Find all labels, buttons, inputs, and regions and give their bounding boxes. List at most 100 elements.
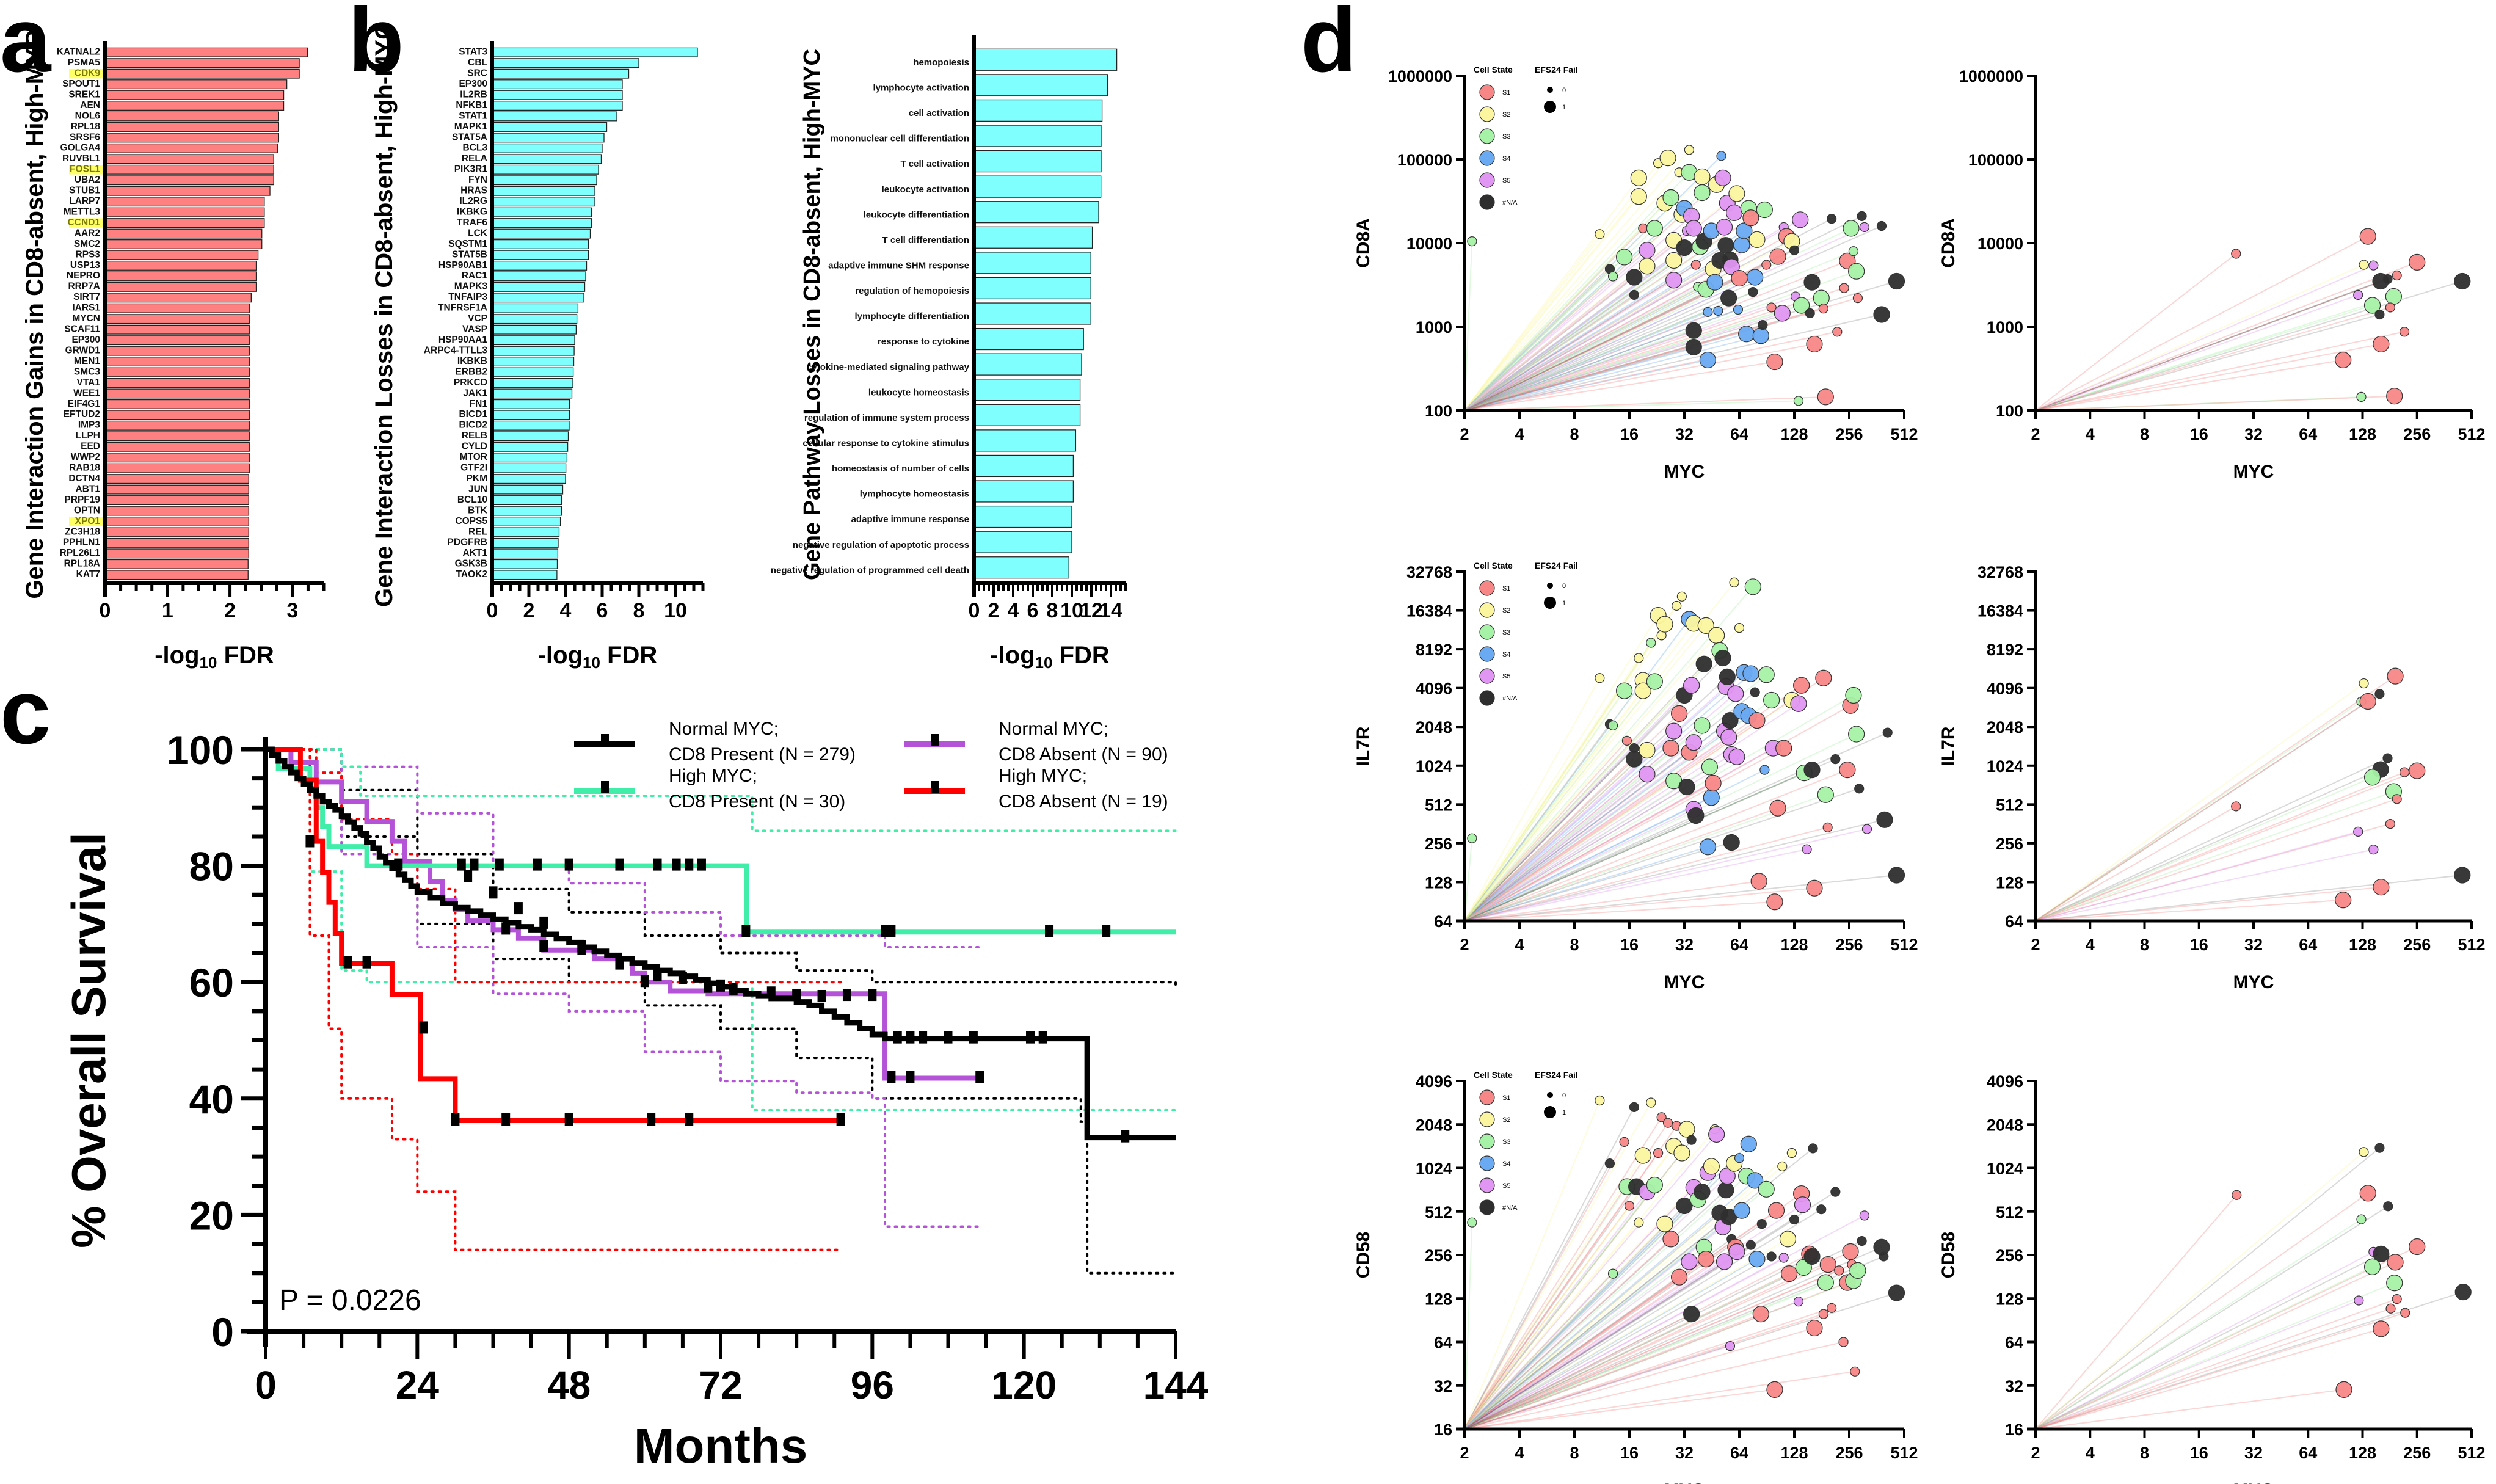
bar-label: SMC3 (74, 366, 100, 377)
connector-line (1464, 310, 1719, 411)
connector-line (1464, 247, 1685, 411)
bubble-point (1685, 734, 1702, 751)
connector-line (1464, 685, 1802, 922)
bubble-point (1607, 271, 1618, 282)
censor-mark (470, 858, 479, 871)
bubble-point (2231, 801, 2241, 812)
connector-line (1464, 680, 1644, 922)
connector-line (1464, 1205, 1685, 1430)
connector-line (1464, 1102, 1652, 1430)
x-tick-label: 0 (487, 599, 498, 622)
connector-line (2035, 1218, 2362, 1430)
bar-label: NFKB1 (456, 100, 487, 111)
bubble-point (2356, 391, 2367, 402)
bubble-point (1634, 1147, 1651, 1164)
connector-line (1464, 1186, 1637, 1430)
bubble-point (1705, 774, 1722, 791)
bubble-point (1639, 766, 1656, 783)
bubble-point (1805, 308, 1815, 318)
connector-line (1464, 1256, 1813, 1430)
bar-label: VTA1 (77, 377, 101, 388)
panel-label-a: a (0, 0, 51, 91)
bar-label: BCL10 (457, 495, 487, 505)
bar (492, 122, 608, 132)
x-tick-label: 32 (1675, 425, 1694, 443)
legend-cell-state-title: Cell State (1474, 1070, 1513, 1080)
censor-mark (653, 969, 662, 981)
bar (973, 327, 1084, 351)
connector-line (1464, 277, 1740, 411)
bubble-point (2359, 228, 2376, 245)
bubble-point (1761, 260, 1772, 270)
bubble-point (1747, 269, 1764, 286)
connector-line (1464, 747, 1635, 922)
y-tick-label: 256 (1996, 1246, 2023, 1265)
connector-line (1464, 674, 1767, 922)
bubble-point (1672, 600, 1682, 611)
connector-line (1464, 1129, 1716, 1430)
connector-line (1464, 724, 1610, 922)
bubble-point (1818, 304, 1828, 314)
y-axis-title: Gene Interaction Losses in CD8-absent, H… (371, 22, 398, 607)
connector-line (1464, 244, 1742, 411)
x-axis-title-suffix: FDR (1052, 642, 1109, 669)
connector-line (2035, 823, 2391, 922)
connector-line (1464, 197, 1672, 411)
bubble-point (1662, 740, 1679, 757)
bar (492, 207, 592, 217)
bar-label: SREK1 (68, 89, 100, 100)
y-tick-label: 100000 (1397, 151, 1452, 169)
bubble-point (1859, 1210, 1869, 1221)
y-axis-title: CD58 (1353, 1232, 1374, 1279)
bubble-point (1720, 729, 1737, 746)
connector-line (1464, 1253, 1810, 1430)
connector-line (1464, 703, 1799, 922)
connector-line (1464, 202, 1728, 411)
connector-line (2035, 294, 2359, 411)
connector-line (1464, 343, 1815, 411)
connector-line (1464, 359, 1708, 411)
y-tick-label: 1024 (1416, 1160, 1452, 1178)
connector-line (2035, 776, 2373, 922)
bar-label: IKBKB (457, 356, 487, 366)
connector-line (1464, 1172, 1709, 1430)
connector-line (1464, 619, 1690, 922)
censor-mark (1045, 925, 1054, 937)
connector-line (1464, 225, 1882, 411)
connector-line (1464, 1264, 1852, 1430)
censor-mark (1026, 1031, 1035, 1044)
connector-line (1464, 1215, 1865, 1430)
connector-line (1464, 1267, 1804, 1430)
legend-cell-state-title: Cell State (1474, 561, 1513, 570)
bubble-point (1726, 204, 1743, 222)
bubble-point (1624, 1201, 1635, 1211)
x-tick-label: 128 (2349, 425, 2376, 443)
bubble-point (1723, 258, 1740, 275)
connector-line (1464, 1126, 1678, 1430)
bubble-point (1734, 623, 1745, 633)
connector-line (1464, 1251, 1737, 1430)
connector-line (1464, 1246, 1705, 1430)
censor-mark (464, 870, 473, 882)
bubble-point (1748, 1251, 1766, 1268)
x-axis-title-prefix: -log (155, 642, 199, 669)
y-tick-label: 100000 (1968, 151, 2023, 169)
connector-line (1464, 260, 1675, 411)
y-tick-label: 1024 (1416, 757, 1452, 776)
bar (492, 463, 567, 473)
bubble-point (1673, 1144, 1690, 1162)
connector-line (1464, 1244, 1752, 1430)
bar-label: T cell activation (900, 159, 969, 169)
y-tick-label: 128 (1425, 1290, 1452, 1308)
connector-line (1464, 297, 1730, 411)
connector-line (1464, 809, 1694, 922)
bubble-point (1621, 735, 1632, 746)
bar-label: lymphocyte activation (873, 83, 969, 93)
bubble-point (1733, 304, 1744, 315)
bar-label: BTK (468, 505, 488, 515)
bar (492, 367, 574, 377)
bubble-point (2363, 1258, 2381, 1275)
bubble-point (1859, 222, 1869, 233)
bar-label: WEE1 (73, 388, 100, 398)
bubble-point (1714, 649, 1731, 667)
